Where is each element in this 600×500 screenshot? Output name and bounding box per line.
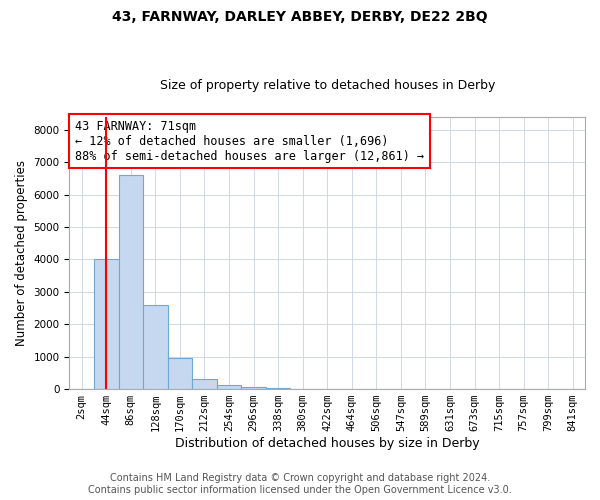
Text: Contains HM Land Registry data © Crown copyright and database right 2024.
Contai: Contains HM Land Registry data © Crown c… (88, 474, 512, 495)
Y-axis label: Number of detached properties: Number of detached properties (15, 160, 28, 346)
Bar (217, 385, 241, 389)
Bar (94, 260, 119, 389)
Bar (192, 380, 217, 389)
Bar (241, 387, 266, 389)
Bar (167, 358, 192, 389)
Bar (266, 388, 290, 389)
Text: 43 FARNWAY: 71sqm
← 12% of detached houses are smaller (1,696)
88% of semi-detac: 43 FARNWAY: 71sqm ← 12% of detached hous… (74, 120, 424, 162)
Title: Size of property relative to detached houses in Derby: Size of property relative to detached ho… (160, 79, 495, 92)
X-axis label: Distribution of detached houses by size in Derby: Distribution of detached houses by size … (175, 437, 479, 450)
Text: 43, FARNWAY, DARLEY ABBEY, DERBY, DE22 2BQ: 43, FARNWAY, DARLEY ABBEY, DERBY, DE22 2… (112, 10, 488, 24)
Bar (119, 175, 143, 389)
Bar (143, 305, 167, 389)
